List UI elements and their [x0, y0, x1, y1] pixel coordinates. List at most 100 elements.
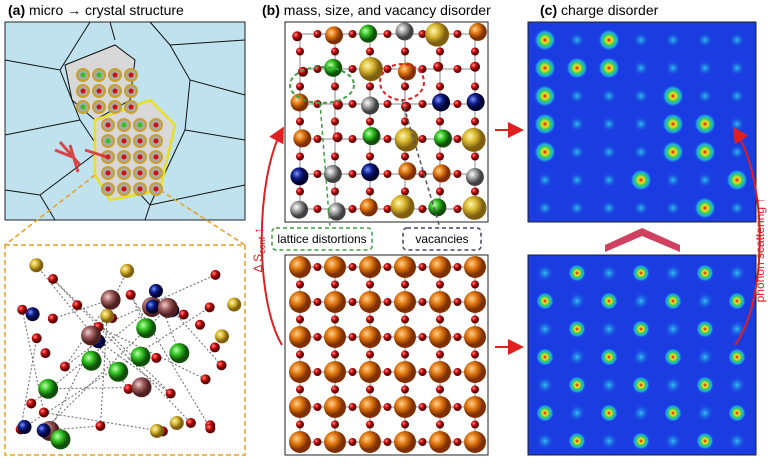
anion [313, 333, 322, 341]
charge-spot [696, 320, 714, 338]
anion [418, 368, 427, 376]
atom [25, 307, 40, 322]
atom [121, 170, 127, 176]
grain-map [4, 21, 246, 246]
anion [418, 403, 427, 411]
bond [20, 338, 38, 430]
anion [436, 420, 444, 429]
atom [131, 377, 152, 398]
atom [50, 429, 71, 450]
cation [297, 66, 308, 77]
charge-spot [726, 169, 748, 191]
charge-spot [601, 116, 617, 132]
charge-spot [633, 60, 649, 76]
charge-spot [632, 264, 650, 282]
anion [348, 438, 357, 446]
cation [394, 326, 416, 348]
charge-spot [598, 57, 620, 79]
cation [429, 291, 451, 313]
anion [296, 420, 304, 429]
anion [436, 47, 444, 56]
atom [80, 104, 86, 110]
cation [429, 431, 451, 453]
anion [331, 187, 339, 196]
atom [185, 417, 196, 428]
atom [105, 138, 111, 144]
anion [453, 368, 462, 376]
charge-spot [729, 116, 745, 132]
anion [296, 350, 304, 359]
charge-spot [665, 60, 681, 76]
atom [96, 104, 102, 110]
charge-spot [728, 432, 746, 450]
atom [80, 88, 86, 94]
atom [100, 289, 121, 310]
anion [471, 82, 479, 91]
charge-spot [566, 57, 588, 79]
anion [453, 170, 462, 178]
anion [348, 65, 357, 73]
callout-label: lattice distortions [277, 232, 366, 246]
charge-spot [536, 348, 554, 366]
atom [80, 72, 86, 78]
anion [453, 263, 462, 271]
charge-spot [664, 376, 682, 394]
charge-spot [696, 376, 714, 394]
anion [383, 135, 392, 143]
atom [81, 350, 102, 371]
charge-spot [662, 85, 684, 107]
atom [169, 416, 184, 431]
bond [48, 386, 142, 390]
cation [324, 291, 346, 313]
cation [432, 93, 451, 112]
anion [471, 315, 479, 324]
anion [383, 205, 392, 213]
anion [383, 100, 392, 108]
charge-spot [694, 197, 716, 219]
bond [98, 274, 216, 328]
cation [359, 431, 381, 453]
anion [331, 117, 339, 126]
anion [366, 187, 374, 196]
charge-spot [696, 292, 714, 310]
charge-spot [633, 32, 649, 48]
charge-spot [600, 376, 618, 394]
anion [366, 117, 374, 126]
entropy-arrow [260, 126, 284, 346]
charge-spot [630, 169, 652, 191]
atom [112, 72, 118, 78]
anion [418, 298, 427, 306]
charge-spot [728, 348, 746, 366]
charge-spot [697, 88, 713, 104]
charge-spot [632, 292, 650, 310]
cation [324, 58, 343, 77]
cation [465, 167, 484, 186]
anion [296, 187, 304, 196]
atom [204, 302, 215, 313]
anion [401, 187, 409, 196]
charge-spot [632, 320, 650, 338]
anion [348, 170, 357, 178]
atom [121, 122, 127, 128]
anion [296, 385, 304, 394]
cation [397, 62, 416, 81]
charge-spot [729, 200, 745, 216]
atom [96, 72, 102, 78]
anion [296, 280, 304, 289]
anion [436, 315, 444, 324]
anion [453, 30, 462, 38]
atom [200, 374, 211, 385]
cation [429, 256, 451, 278]
atom [145, 299, 160, 314]
charge-spot [568, 404, 586, 422]
anion [366, 82, 374, 91]
atom [151, 352, 162, 363]
charge-spot [664, 348, 682, 366]
atom [59, 361, 70, 372]
atom [130, 346, 151, 367]
atom [137, 154, 143, 160]
anion [313, 438, 322, 446]
anion [348, 205, 357, 213]
cation [361, 96, 380, 115]
anion [471, 152, 479, 161]
